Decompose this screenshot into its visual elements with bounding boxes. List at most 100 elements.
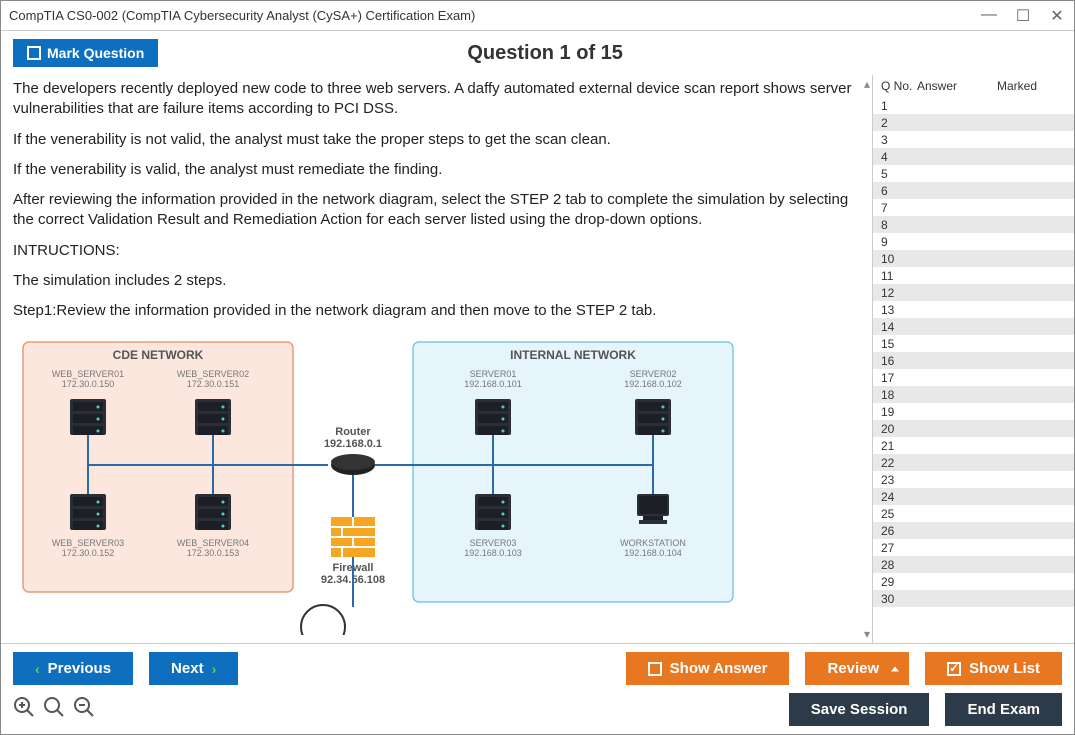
question-list-row[interactable]: 29	[873, 573, 1074, 590]
question-number: 5	[873, 167, 915, 181]
question-list-row[interactable]: 21	[873, 437, 1074, 454]
previous-button[interactable]: ‹ Previous	[13, 652, 133, 685]
zoom-in-icon[interactable]	[13, 696, 35, 724]
question-list-row[interactable]: 30	[873, 590, 1074, 607]
question-number: 19	[873, 405, 915, 419]
question-number: 7	[873, 201, 915, 215]
content-scroll-arrows: ▴ ▾	[862, 75, 872, 643]
question-number: 11	[873, 269, 915, 283]
question-list-row[interactable]: 6	[873, 182, 1074, 199]
question-number: 29	[873, 575, 915, 589]
question-number: 2	[873, 116, 915, 130]
app-window: CompTIA CS0-002 (CompTIA Cybersecurity A…	[0, 0, 1075, 735]
question-number: 13	[873, 303, 915, 317]
network-diagram: CDE NETWORKINTERNAL NETWORKWEB_SERVER011…	[13, 337, 860, 635]
question-list-row[interactable]: 17	[873, 369, 1074, 386]
svg-text:WEB_SERVER04: WEB_SERVER04	[177, 538, 249, 548]
question-number: 20	[873, 422, 915, 436]
header-answer: Answer	[917, 79, 997, 93]
question-list-row[interactable]: 19	[873, 403, 1074, 420]
minimize-icon[interactable]: —	[980, 6, 998, 26]
show-list-button[interactable]: Show List	[925, 652, 1062, 685]
question-number: 26	[873, 524, 915, 538]
svg-text:INTERNAL NETWORK: INTERNAL NETWORK	[510, 348, 636, 362]
question-list-row[interactable]: 5	[873, 165, 1074, 182]
svg-text:172.30.0.150: 172.30.0.150	[62, 379, 115, 389]
svg-text:192.168.0.104: 192.168.0.104	[624, 548, 682, 558]
svg-text:WORKSTATION: WORKSTATION	[620, 538, 686, 548]
question-number: 15	[873, 337, 915, 351]
show-answer-label: Show Answer	[670, 660, 768, 677]
question-list-row[interactable]: 11	[873, 267, 1074, 284]
header-row: Mark Question Question 1 of 15	[1, 31, 1074, 75]
footer-row-2: Save Session End Exam	[13, 693, 1062, 726]
question-list-row[interactable]: 2	[873, 114, 1074, 131]
question-list-row[interactable]: 26	[873, 522, 1074, 539]
header-qno: Q No.	[875, 79, 917, 93]
question-list-row[interactable]: 20	[873, 420, 1074, 437]
svg-text:Router: Router	[335, 426, 371, 438]
question-list-row[interactable]: 27	[873, 539, 1074, 556]
question-list-row[interactable]: 13	[873, 301, 1074, 318]
question-list-row[interactable]: 14	[873, 318, 1074, 335]
next-button[interactable]: Next ›	[149, 652, 238, 685]
maximize-icon[interactable]: ☐	[1014, 6, 1032, 26]
question-list-row[interactable]: 4	[873, 148, 1074, 165]
content-pane: ▴ ▾ The developers recently deployed new…	[1, 75, 872, 643]
scroll-up-icon[interactable]: ▴	[862, 75, 872, 93]
svg-text:192.168.0.102: 192.168.0.102	[624, 379, 682, 389]
save-session-button[interactable]: Save Session	[789, 693, 930, 726]
question-number: 8	[873, 218, 915, 232]
svg-text:192.168.0.101: 192.168.0.101	[464, 379, 522, 389]
question-list-row[interactable]: 10	[873, 250, 1074, 267]
question-list-row[interactable]: 18	[873, 386, 1074, 403]
question-list-header: Q No. Answer Marked	[873, 75, 1074, 97]
question-number: 21	[873, 439, 915, 453]
question-number: 30	[873, 592, 915, 606]
question-paragraph: The developers recently deployed new cod…	[13, 79, 860, 120]
question-number: 18	[873, 388, 915, 402]
svg-text:SERVER03: SERVER03	[470, 538, 517, 548]
question-number: 14	[873, 320, 915, 334]
network-diagram-svg: CDE NETWORKINTERNAL NETWORKWEB_SERVER011…	[13, 337, 833, 635]
question-list-row[interactable]: 12	[873, 284, 1074, 301]
scroll-down-icon[interactable]: ▾	[862, 625, 872, 643]
svg-text:CDE NETWORK: CDE NETWORK	[113, 348, 204, 362]
show-answer-button[interactable]: Show Answer	[626, 652, 790, 685]
svg-text:192.168.0.103: 192.168.0.103	[464, 548, 522, 558]
zoom-reset-icon[interactable]	[43, 696, 65, 724]
question-list-row[interactable]: 8	[873, 216, 1074, 233]
svg-text:172.30.0.153: 172.30.0.153	[187, 548, 240, 558]
question-list-row[interactable]: 15	[873, 335, 1074, 352]
body-row: ▴ ▾ The developers recently deployed new…	[1, 75, 1074, 643]
question-paragraph: INTRUCTIONS:	[13, 241, 860, 261]
question-list-row[interactable]: 9	[873, 233, 1074, 250]
svg-text:WEB_SERVER01: WEB_SERVER01	[52, 369, 124, 379]
question-list-row[interactable]: 22	[873, 454, 1074, 471]
header-marked: Marked	[997, 79, 1072, 93]
question-list[interactable]: 1234567891011121314151617181920212223242…	[873, 97, 1074, 643]
question-text: The developers recently deployed new cod…	[13, 79, 860, 331]
question-list-row[interactable]: 1	[873, 97, 1074, 114]
end-exam-button[interactable]: End Exam	[945, 693, 1062, 726]
close-icon[interactable]: ✕	[1048, 6, 1066, 26]
previous-label: Previous	[48, 660, 111, 677]
question-number: 28	[873, 558, 915, 572]
question-list-row[interactable]: 23	[873, 471, 1074, 488]
next-label: Next	[171, 660, 204, 677]
footer: ‹ Previous Next › Show Answer Review Sho…	[1, 643, 1074, 734]
question-list-row[interactable]: 28	[873, 556, 1074, 573]
question-paragraph: If the venerability is not valid, the an…	[13, 130, 860, 150]
chevron-left-icon: ‹	[35, 661, 40, 677]
question-list-row[interactable]: 7	[873, 199, 1074, 216]
question-number: 23	[873, 473, 915, 487]
question-list-row[interactable]: 24	[873, 488, 1074, 505]
question-list-row[interactable]: 25	[873, 505, 1074, 522]
question-number: 1	[873, 99, 915, 113]
question-number: 27	[873, 541, 915, 555]
question-list-row[interactable]: 3	[873, 131, 1074, 148]
review-button[interactable]: Review	[805, 652, 909, 685]
question-list-row[interactable]: 16	[873, 352, 1074, 369]
question-counter-title: Question 1 of 15	[28, 42, 1062, 65]
zoom-out-icon[interactable]	[73, 696, 95, 724]
